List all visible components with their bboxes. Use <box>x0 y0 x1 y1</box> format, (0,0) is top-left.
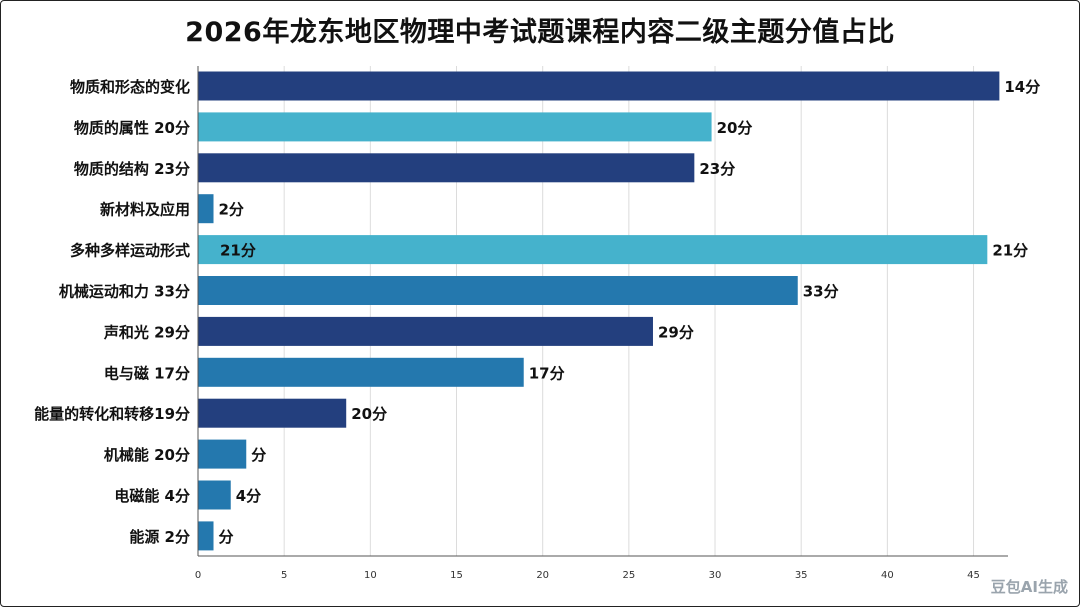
category-label: 新材料及应用 <box>100 201 190 219</box>
data-label: 17分 <box>529 364 565 382</box>
category-label: 声和光 29分 <box>103 323 190 341</box>
x-tick-label: 35 <box>795 570 808 581</box>
x-tick-label: 30 <box>709 570 722 581</box>
data-label: 20分 <box>351 405 387 423</box>
bar <box>198 316 653 346</box>
data-label: 4分 <box>236 487 261 505</box>
x-tick-label: 40 <box>881 570 894 581</box>
data-label: 14分 <box>1004 78 1040 96</box>
category-label: 机械能 20分 <box>104 446 190 464</box>
data-label: 29分 <box>658 323 694 341</box>
category-label: 物质的属性 20分 <box>74 119 190 137</box>
bar <box>198 398 347 428</box>
data-label: 23分 <box>699 160 735 178</box>
bar <box>198 439 247 469</box>
bar <box>198 276 798 305</box>
x-tick-label: 10 <box>364 570 377 581</box>
x-tick-label: 5 <box>281 570 287 581</box>
watermark: 豆包AI生成 <box>991 578 1068 596</box>
bar <box>198 480 231 510</box>
x-tick-label: 20 <box>536 570 549 581</box>
data-label: 21分 <box>992 242 1028 260</box>
x-tick-label: 15 <box>450 570 463 581</box>
category-label: 物质和形态的变化 <box>70 78 190 96</box>
bars <box>198 71 1000 551</box>
bar <box>198 194 214 224</box>
category-label: 物质的结构 23分 <box>74 160 190 178</box>
category-label: 能源 2分 <box>129 528 190 546</box>
bar <box>198 71 1000 101</box>
x-tick-label: 25 <box>622 570 635 581</box>
chart-title: 2026年龙东地区物理中考试题课程内容二级主题分值占比 <box>185 17 895 48</box>
category-label: 机械运动和力 33分 <box>59 283 190 301</box>
x-tick-label: 0 <box>195 570 201 581</box>
category-label: 电磁能 4分 <box>114 487 190 505</box>
gridlines <box>283 66 975 556</box>
bar <box>198 235 988 265</box>
category-label: 多种多样运动形式 <box>70 242 190 260</box>
bar <box>198 357 524 387</box>
data-label: 分 <box>251 446 266 464</box>
bar <box>198 521 214 551</box>
data-label: 20分 <box>717 119 753 137</box>
x-axis-ticks: 0 5 10 15 20 25 30 35 40 45 <box>195 570 980 581</box>
data-label: 33分 <box>803 283 839 301</box>
inner-data-label: 21分 <box>220 242 256 260</box>
category-label: 电与磁 17分 <box>104 364 190 382</box>
bar <box>198 112 712 142</box>
x-tick-label: 45 <box>967 570 980 581</box>
data-label: 分 <box>219 528 234 546</box>
category-label: 能量的转化和转移19分 <box>34 405 190 423</box>
bar <box>198 153 695 183</box>
data-label: 2分 <box>219 201 244 219</box>
